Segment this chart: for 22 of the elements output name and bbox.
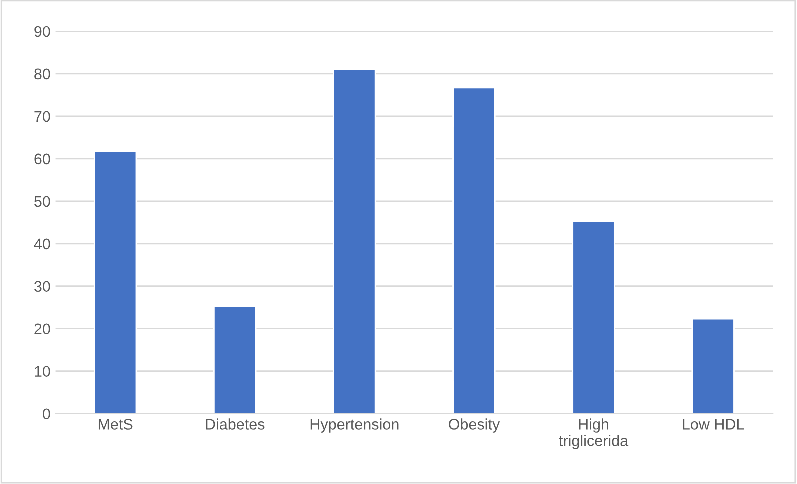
- y-tick-label: 50: [34, 196, 50, 208]
- x-tick-label: Diabetes: [206, 418, 265, 430]
- bar: [333, 69, 376, 414]
- x-tick-label: Hypertension: [310, 418, 399, 433]
- y-tick-label: 10: [35, 366, 50, 378]
- bar: [692, 318, 735, 414]
- y-tick-label: 80: [34, 68, 50, 80]
- y-tick-label: 30: [34, 281, 50, 292]
- y-tick-label: 90: [34, 26, 50, 38]
- x-tick-label: High triglicerida: [559, 418, 629, 450]
- y-tick-label: 60: [34, 154, 50, 165]
- bar: [572, 221, 616, 414]
- y-tick-label: 40: [34, 238, 50, 250]
- bar: [214, 306, 257, 414]
- y-tick-label: 70: [34, 111, 50, 122]
- x-tick-label: Low HDL: [683, 419, 744, 430]
- x-tick-label: MetS: [98, 419, 133, 430]
- bar: [452, 87, 496, 414]
- y-tick-label: 20: [34, 324, 50, 335]
- x-tick-label: Obesity: [449, 418, 500, 433]
- bar: [94, 150, 138, 414]
- y-tick-label: 0: [43, 408, 50, 420]
